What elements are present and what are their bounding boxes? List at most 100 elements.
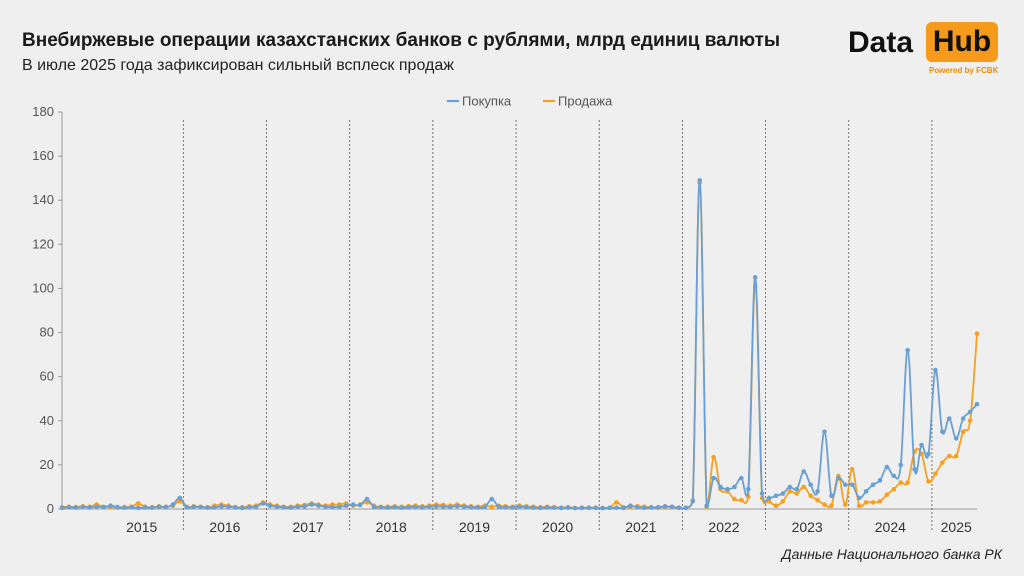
data-point-buy (80, 504, 86, 510)
data-point-buy (801, 469, 807, 474)
data-point-buy (593, 505, 599, 511)
x-year-label: 2019 (459, 519, 490, 535)
data-point-sell (960, 429, 966, 435)
data-point-sell (739, 497, 744, 503)
data-point-buy (697, 178, 703, 183)
data-point-buy (635, 504, 640, 510)
data-point-sell (364, 500, 370, 505)
legend-label-buy: Покупка (462, 94, 512, 109)
data-point-buy (198, 504, 203, 510)
chart-series (59, 178, 980, 511)
chart-title: Внебиржевые операции казахстанских банко… (22, 30, 781, 51)
data-point-sell (711, 454, 716, 460)
data-point-sell (863, 500, 869, 505)
data-point-buy (482, 504, 488, 510)
x-year-label: 2016 (209, 519, 240, 535)
data-point-buy (316, 503, 321, 508)
data-point-buy (489, 496, 495, 502)
data-point-buy (406, 505, 411, 510)
logo-word-data: Data (848, 26, 914, 59)
data-point-sell (953, 453, 959, 459)
data-point-buy (773, 493, 779, 499)
data-point-sell (940, 460, 945, 465)
data-point-buy (905, 347, 910, 353)
data-point-buy (607, 505, 612, 511)
data-point-buy (239, 505, 245, 511)
data-point-buy (669, 504, 675, 510)
data-point-buy (836, 475, 841, 481)
y-tick-label: 180 (32, 104, 54, 119)
data-point-buy (912, 467, 917, 472)
data-point-buy (829, 493, 834, 499)
data-point-sell (974, 331, 980, 336)
data-point-sell (787, 489, 793, 494)
data-point-buy (822, 429, 827, 435)
data-point-buy (926, 451, 931, 457)
data-point-buy (974, 401, 980, 407)
data-point-buy (690, 498, 696, 504)
data-point-buy (399, 505, 404, 510)
series-line-buy (61, 179, 978, 510)
data-point-buy (551, 505, 557, 510)
data-point-buy (586, 505, 592, 510)
data-point-sell (891, 486, 897, 492)
data-point-buy (281, 504, 287, 510)
legend-label-sell: Продажа (558, 94, 613, 109)
data-point-sell (808, 493, 813, 499)
data-point-buy (572, 505, 578, 511)
data-point-buy (641, 505, 647, 510)
data-point-buy (510, 505, 515, 510)
x-year-label: 2018 (376, 519, 407, 535)
data-point-sell (898, 480, 904, 485)
data-point-sell (877, 498, 883, 504)
data-point-buy (219, 504, 224, 509)
data-point-sell (135, 501, 141, 506)
data-point-buy (655, 504, 661, 510)
data-point-sell (856, 503, 862, 508)
data-point-buy (794, 486, 800, 492)
y-tick-label: 140 (32, 192, 54, 207)
data-point-buy (628, 503, 633, 508)
data-point-buy (565, 505, 571, 510)
data-point-sell (829, 503, 834, 508)
data-point-buy (621, 505, 626, 511)
data-point-buy (170, 502, 176, 507)
data-point-buy (94, 504, 99, 510)
data-point-buy (129, 504, 134, 510)
data-point-buy (718, 484, 723, 490)
data-point-sell (905, 480, 910, 485)
data-point-sell (946, 453, 952, 459)
data-point-buy (336, 504, 342, 510)
data-point-buy (142, 505, 148, 510)
data-point-buy (662, 504, 668, 509)
data-point-buy (101, 504, 106, 510)
data-point-buy (683, 505, 689, 511)
x-year-label: 2015 (126, 519, 157, 535)
chart-subtitle: В июле 2025 года зафиксирован сильный вс… (22, 57, 454, 74)
data-point-sell (849, 467, 855, 472)
data-point-sell (842, 502, 848, 507)
x-year-label: 2023 (792, 519, 823, 535)
data-point-buy (357, 502, 363, 508)
data-point-buy (302, 504, 307, 509)
data-point-buy (295, 504, 300, 510)
data-point-buy (115, 504, 120, 510)
data-point-buy (780, 491, 786, 496)
data-point-buy (759, 491, 765, 496)
data-point-sell (870, 500, 876, 505)
data-point-buy (246, 504, 252, 510)
data-point-buy (330, 504, 335, 510)
data-point-buy (108, 503, 113, 508)
data-point-sell (780, 498, 786, 504)
data-point-buy (323, 504, 328, 510)
y-tick-label: 60 (40, 369, 54, 384)
data-point-buy (461, 504, 467, 510)
data-point-sell (766, 498, 772, 504)
data-point-buy (503, 504, 508, 510)
data-point-buy (745, 486, 751, 492)
datahub-logo: Data Hub Powered by FCBK (848, 22, 1000, 78)
data-point-buy (267, 503, 273, 508)
data-point-sell (884, 492, 890, 497)
data-point-buy (579, 505, 585, 511)
